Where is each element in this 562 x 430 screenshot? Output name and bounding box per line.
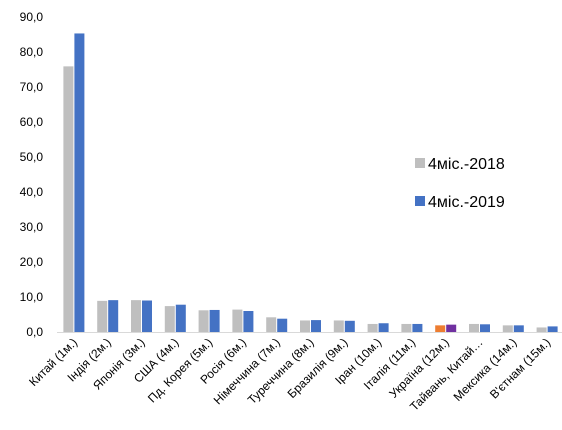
bar-2018 xyxy=(266,317,277,332)
x-tick-label: В'єтнам (15м.) xyxy=(487,335,553,401)
y-tick-label: 40,0 xyxy=(20,185,44,199)
bar-2018 xyxy=(131,300,141,332)
bar-2019 xyxy=(209,309,220,332)
bar-2018 xyxy=(198,310,209,332)
bar-2019 xyxy=(277,318,288,332)
y-axis-ticks: 0,0 10,0 20,0 30,0 40,0 50,0 60,0 70,0 80,0 90,0 xyxy=(20,10,44,339)
bar-2018 xyxy=(97,300,108,332)
legend-swatch xyxy=(415,196,425,206)
legend-label: 4міс.-2018 xyxy=(428,156,505,173)
bar-2018 xyxy=(435,325,446,332)
y-tick-label: 50,0 xyxy=(20,150,44,164)
bar-2019 xyxy=(446,324,457,332)
bar-2018 xyxy=(164,306,175,332)
bar-2018 xyxy=(469,323,479,332)
bar-2018 xyxy=(401,323,412,332)
y-tick-label: 0,0 xyxy=(26,325,43,339)
bar-2019 xyxy=(175,304,186,332)
bar-2018 xyxy=(536,327,547,332)
y-tick-label: 30,0 xyxy=(20,220,44,234)
bar-2019 xyxy=(513,325,524,332)
bars xyxy=(63,33,558,332)
y-tick-label: 70,0 xyxy=(20,80,44,94)
y-tick-label: 80,0 xyxy=(20,45,44,59)
y-tick-label: 20,0 xyxy=(20,255,44,269)
y-tick-label: 90,0 xyxy=(20,10,44,24)
bar-2019 xyxy=(142,300,152,332)
bar-2019 xyxy=(344,320,355,332)
bar-2019 xyxy=(108,300,119,332)
bar-2018 xyxy=(63,66,74,332)
bar-2019 xyxy=(74,33,85,332)
legend-swatch xyxy=(415,158,425,168)
bar-2019 xyxy=(547,326,558,332)
bar-2019 xyxy=(311,320,321,332)
bar-2018 xyxy=(502,325,513,332)
bar-2019 xyxy=(480,324,490,332)
bar-2018 xyxy=(333,320,344,332)
bar-2018 xyxy=(300,320,310,332)
x-axis-ticks: Китай (1м.)Індія (2м.)Японія (3м.)США (4… xyxy=(26,335,553,414)
bar-2019 xyxy=(243,311,254,332)
y-tick-label: 10,0 xyxy=(20,290,44,304)
bar-2018 xyxy=(367,323,378,332)
legend-label: 4міс.-2019 xyxy=(428,194,505,211)
legend: 4міс.-2018 4міс.-2019 xyxy=(415,156,505,211)
bar-2019 xyxy=(412,323,423,332)
bar-2019 xyxy=(378,323,389,332)
bar-2018 xyxy=(232,309,243,332)
y-tick-label: 60,0 xyxy=(20,115,44,129)
